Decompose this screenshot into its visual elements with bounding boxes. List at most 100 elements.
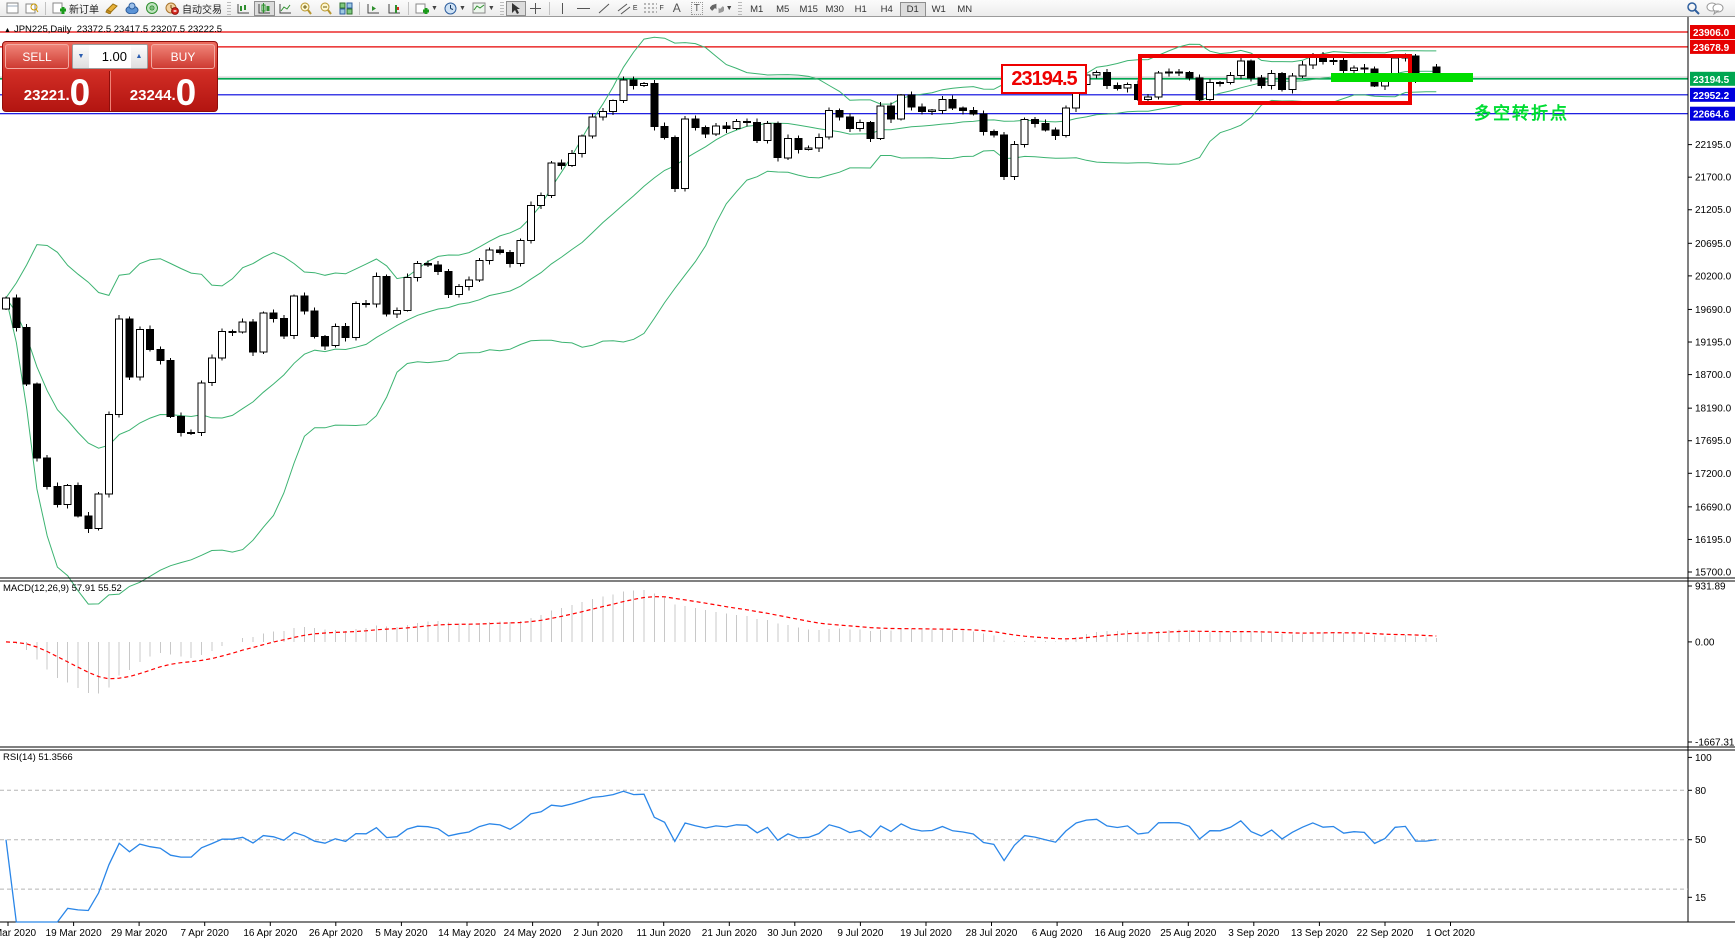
price-badge-label: 22664.6 bbox=[1693, 110, 1730, 121]
zoom-in-icon[interactable] bbox=[296, 1, 316, 16]
macd-label: MACD(12,26,9) 57.91 55.52 bbox=[3, 583, 122, 594]
crosshair-icon[interactable] bbox=[526, 1, 546, 16]
vertical-line-icon[interactable] bbox=[553, 1, 573, 16]
symbol-period: JPN225,Daily bbox=[13, 24, 72, 35]
horizontal-line-icon[interactable] bbox=[573, 1, 594, 16]
chart-title: ▲ JPN225,Daily 23372.5 23417.5 23207.5 23… bbox=[4, 24, 222, 35]
date-tick-label: 3 Sep 2020 bbox=[1228, 928, 1280, 939]
date-tick-label: 24 May 2020 bbox=[504, 928, 562, 939]
zoom-out-icon[interactable] bbox=[316, 1, 336, 16]
date-tick-label: 5 May 2020 bbox=[375, 928, 428, 939]
date-tick-label: 19 Mar 2020 bbox=[46, 928, 103, 939]
text-icon[interactable]: A bbox=[667, 1, 687, 16]
equidistant-channel-icon[interactable]: E bbox=[614, 1, 641, 16]
ask-price[interactable]: 23244. 0 bbox=[110, 71, 215, 111]
timeframe-h4[interactable]: H4 bbox=[874, 2, 900, 17]
one-click-trading-panel: SELL ▼ 1.00 ▲ BUY 23221. 0 23244. 0 bbox=[2, 41, 218, 112]
price-tick-label: 21205.0 bbox=[1695, 205, 1732, 216]
date-tick-label: 16 Apr 2020 bbox=[243, 928, 297, 939]
shift-chart-icon[interactable] bbox=[363, 1, 384, 16]
rsi-label: RSI(14) 51.3566 bbox=[3, 752, 73, 763]
tile-windows-icon[interactable] bbox=[336, 1, 356, 16]
auto-scroll-icon[interactable] bbox=[384, 1, 405, 16]
volume-decrease-button[interactable]: ▼ bbox=[73, 45, 89, 68]
rsi-tick-label: 15 bbox=[1695, 893, 1707, 904]
toolbar: 新订单 自动交易 ▼ ▼ ▼ E F A T ▼ M bbox=[0, 0, 1735, 17]
candlestick-chart-icon[interactable] bbox=[254, 0, 275, 16]
date-tick-label: 26 Apr 2020 bbox=[309, 928, 363, 939]
date-tick-label: 13 Sep 2020 bbox=[1291, 928, 1348, 939]
rsi-line bbox=[5, 790, 1437, 923]
toolbox-icon[interactable] bbox=[2, 1, 22, 16]
timeframe-d1[interactable]: D1 bbox=[899, 2, 926, 17]
timeframe-mn[interactable]: MN bbox=[952, 2, 978, 17]
line-chart-icon[interactable] bbox=[275, 1, 296, 16]
timeframe-m1[interactable]: M1 bbox=[744, 2, 770, 17]
timeframe-w1[interactable]: W1 bbox=[926, 2, 952, 17]
price-badge-label: 23678.9 bbox=[1693, 43, 1730, 54]
community-icon[interactable] bbox=[122, 1, 142, 16]
date-tick-label: 19 Jul 2020 bbox=[900, 928, 952, 939]
divider bbox=[548, 1, 550, 15]
indicators-button[interactable]: ▼ bbox=[412, 1, 441, 16]
expand-marker-icon: ▲ bbox=[4, 27, 11, 34]
periods-button[interactable]: ▼ bbox=[441, 1, 469, 16]
timeframe-bar: M1 M5 M15 M30 H1 H4 D1 W1 MN bbox=[744, 0, 978, 17]
chart-canvas[interactable]: 22195.0 21700.0 21205.0 20695.0 20200.0 19690… bbox=[0, 17, 1735, 944]
data-window-icon[interactable] bbox=[22, 1, 42, 16]
annotation-note: 多空转折点 bbox=[1474, 104, 1569, 123]
price-badge bbox=[1690, 25, 1735, 39]
fibonacci-icon[interactable]: F bbox=[640, 1, 666, 16]
sell-button[interactable]: SELL bbox=[5, 44, 69, 69]
price-tick-label: 16690.0 bbox=[1695, 502, 1732, 513]
price-tick-label: 16195.0 bbox=[1695, 535, 1732, 546]
rsi-tick-label: 50 bbox=[1695, 835, 1707, 846]
date-tick-label: 29 Mar 2020 bbox=[111, 928, 168, 939]
auto-trading-label: 自动交易 bbox=[182, 4, 222, 16]
price-badge bbox=[1690, 87, 1735, 102]
price-tick-label: 20200.0 bbox=[1695, 271, 1732, 282]
volume-increase-button[interactable]: ▲ bbox=[131, 45, 147, 68]
volume-value[interactable]: 1.00 bbox=[101, 49, 127, 64]
templates-button[interactable]: ▼ bbox=[469, 1, 498, 16]
bar-chart-icon[interactable] bbox=[233, 1, 254, 16]
price-tick-label: 18700.0 bbox=[1695, 370, 1732, 381]
chevron-down-icon: ▼ bbox=[725, 4, 733, 12]
date-tick-label: 21 Jun 2020 bbox=[702, 928, 757, 939]
new-order-label: 新订单 bbox=[69, 4, 99, 16]
chat-icon[interactable] bbox=[1703, 1, 1727, 16]
auto-trading-button[interactable]: 自动交易 bbox=[162, 1, 225, 16]
market-icon[interactable] bbox=[102, 1, 122, 16]
bid-price[interactable]: 23221. 0 bbox=[5, 71, 110, 111]
timeframe-m5[interactable]: M5 bbox=[770, 2, 796, 17]
timeframe-m15[interactable]: M15 bbox=[796, 2, 822, 17]
arrows-icon[interactable]: ▼ bbox=[707, 1, 736, 16]
text-label-icon[interactable]: T bbox=[687, 1, 707, 16]
macd-tick-label: 0.00 bbox=[1695, 637, 1715, 648]
price-badge-label: 23906.0 bbox=[1693, 28, 1730, 39]
macd-tick-label: -1667.31 bbox=[1695, 738, 1735, 749]
timeframe-h1[interactable]: H1 bbox=[848, 2, 874, 17]
toolbar-grip bbox=[499, 1, 504, 15]
price-badge bbox=[1690, 71, 1735, 86]
price-badge-label: 23194.5 bbox=[1693, 75, 1730, 86]
trendline-icon[interactable] bbox=[594, 1, 614, 16]
volume-stepper: ▼ 1.00 ▲ bbox=[72, 44, 148, 69]
search-icon[interactable] bbox=[1683, 1, 1703, 16]
price-tick-label: 18190.0 bbox=[1695, 404, 1732, 415]
date-tick-label: 10 Mar 2020 bbox=[0, 928, 37, 939]
signals-icon[interactable] bbox=[142, 1, 162, 16]
bollinger-lower bbox=[5, 91, 1437, 605]
buy-button[interactable]: BUY bbox=[151, 44, 215, 69]
timeframe-m30[interactable]: M30 bbox=[822, 2, 848, 17]
cursor-icon[interactable] bbox=[505, 0, 526, 16]
price-tick-label: 17200.0 bbox=[1695, 469, 1732, 480]
date-tick-label: 22 Sep 2020 bbox=[1357, 928, 1414, 939]
fibo-subscript: F bbox=[659, 4, 664, 12]
new-order-button[interactable]: 新订单 bbox=[49, 1, 102, 16]
price-tick-label: 22195.0 bbox=[1695, 140, 1732, 151]
price-callout-box: 23194.5 bbox=[1001, 64, 1087, 94]
divider bbox=[359, 1, 360, 15]
price-badge-label: 22952.2 bbox=[1693, 91, 1730, 102]
